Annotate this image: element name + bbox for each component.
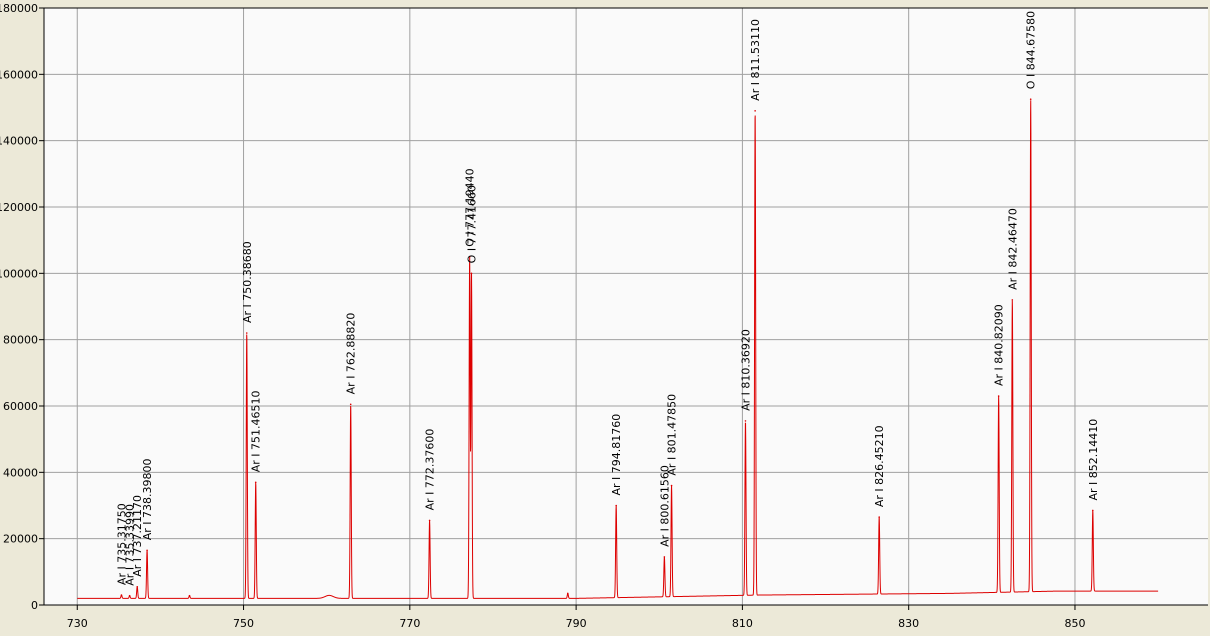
x-tick-label: 810 (732, 617, 753, 630)
peak-label: Ar I 800.61560 (658, 465, 671, 547)
peak-point (754, 110, 756, 112)
peak-label: Ar I 852.14410 (1087, 419, 1100, 501)
peak-point (470, 272, 473, 275)
peak-label: O I 777.41660 (465, 185, 478, 263)
y-tick-label: 40000 (3, 466, 38, 479)
peak-label: Ar I 840.82090 (993, 304, 1006, 386)
peak-label: Ar I 762.88820 (345, 313, 358, 395)
peak-label: Ar I 801.47850 (666, 394, 679, 476)
peak-point (670, 484, 673, 487)
peak-label: Ar I 842.46470 (1006, 208, 1019, 290)
peak-point (120, 594, 123, 596)
peak-point (1029, 98, 1032, 101)
y-tick-label: 160000 (0, 68, 38, 81)
plot-area (44, 8, 1208, 605)
peak-label: Ar I 794.81760 (610, 414, 623, 496)
x-tick-label: 730 (67, 617, 88, 630)
peak-point (878, 516, 880, 518)
peak-point (254, 481, 257, 484)
y-tick-label: 80000 (3, 334, 38, 347)
peak-label: O I 844.67580 (1025, 11, 1038, 89)
grid (44, 8, 1208, 605)
spectrum-line (77, 100, 1159, 599)
y-tick-label: 20000 (3, 533, 38, 546)
peak-point (997, 395, 1000, 397)
peak-label: Ar I 826.45210 (873, 425, 886, 507)
peak-point (744, 420, 747, 422)
peak-label: Ar I 750.38680 (241, 241, 254, 323)
y-tick-label: 0 (31, 599, 38, 612)
peak-point (188, 594, 191, 597)
peak-point (663, 556, 666, 558)
peak-point (245, 332, 248, 334)
peak-label: Ar I 772.37600 (424, 429, 437, 511)
peak-point (349, 403, 352, 406)
x-tick-label: 850 (1064, 617, 1085, 630)
x-tick-label: 750 (233, 617, 254, 630)
y-tick-label: 120000 (0, 201, 38, 214)
peak-point (567, 592, 569, 595)
peak-label: Ar I 738.39800 (141, 458, 154, 540)
peak-point (146, 549, 148, 552)
y-tick-label: 140000 (0, 135, 38, 148)
y-tick-label: 180000 (0, 2, 38, 15)
peak-label: Ar I 735.31750 (115, 503, 128, 585)
x-tick-label: 790 (566, 617, 587, 630)
peak-label: Ar I 810.36920 (739, 329, 752, 411)
peak-point (128, 594, 131, 597)
peak-label: Ar I 737.21170 (131, 495, 144, 577)
peak-point (468, 255, 471, 258)
peak-label: Ar I 811.53110 (749, 19, 762, 101)
peak-label: Ar I 735.33990 (124, 504, 137, 586)
y-tick-label: 60000 (3, 400, 38, 413)
series (77, 98, 1159, 599)
peak-point (1011, 299, 1014, 301)
peak-label: O I 777.19440 (464, 168, 477, 246)
peak-point (136, 585, 139, 588)
x-tick-label: 770 (399, 617, 420, 630)
y-tick-label: 100000 (0, 267, 38, 280)
peak-point (428, 519, 431, 522)
peak-point (1091, 509, 1094, 512)
peak-label: Ar I 751.46510 (250, 390, 263, 472)
x-tick-label: 830 (898, 617, 919, 630)
peak-point (615, 504, 617, 507)
